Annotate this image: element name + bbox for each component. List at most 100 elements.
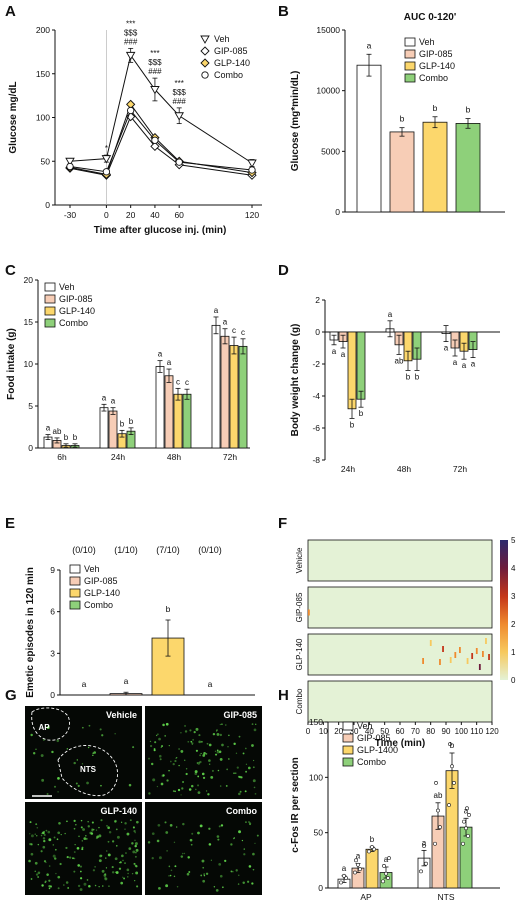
G-cfos-cell xyxy=(134,855,137,858)
D-group-letter: a xyxy=(341,350,346,359)
G-cfos-cell xyxy=(208,763,211,765)
G-cfos-cell xyxy=(235,869,238,872)
H-data-point xyxy=(462,819,466,824)
G-cfos-cell xyxy=(95,829,98,831)
F-colorbar-tick-label: 3 xyxy=(511,592,516,601)
G-cfos-cell xyxy=(181,852,184,855)
G-cfos-cell xyxy=(87,746,90,749)
A-x-tick-label: 40 xyxy=(150,210,160,220)
C-y-axis-label: Food intake (g) xyxy=(6,328,17,400)
G-cfos-cell xyxy=(30,852,34,856)
G-cfos-cell xyxy=(191,832,194,835)
D-group-letter: a xyxy=(453,358,458,367)
G-micrograph xyxy=(25,706,142,799)
G-cfos-cell xyxy=(41,778,45,782)
C-y-tick-label: 0 xyxy=(28,443,33,453)
B-bar xyxy=(356,64,382,213)
G-cfos-cell xyxy=(43,833,46,836)
G-cfos-cell xyxy=(111,866,114,869)
G-cfos-cell xyxy=(166,850,168,852)
C-y-tick-label: 10 xyxy=(24,359,34,369)
G-cfos-cell xyxy=(91,828,94,831)
G-cfos-cell xyxy=(247,880,250,883)
G-cfos-cell xyxy=(175,757,177,759)
E-group-letter: a xyxy=(124,676,129,686)
E-legend-swatch xyxy=(69,588,81,598)
G-cfos-cell xyxy=(221,723,223,725)
B-group-letter: b xyxy=(466,105,471,115)
G-cfos-cell xyxy=(197,831,200,835)
C-bar xyxy=(238,345,248,449)
G-cfos-cell xyxy=(103,874,107,877)
panel-label: F xyxy=(278,515,287,532)
G-cfos-cell xyxy=(210,859,213,861)
G-cfos-cell xyxy=(170,869,173,872)
B-legend-swatch xyxy=(404,73,416,83)
G-cfos-cell xyxy=(252,766,255,769)
F-x-axis-label: Time (min) xyxy=(375,738,425,749)
G-cfos-cell xyxy=(239,790,242,793)
A-legend-label: Combo xyxy=(214,70,243,80)
F-x-tick-label: 70 xyxy=(411,727,420,736)
G-cfos-cell xyxy=(127,876,129,878)
G-cfos-cell xyxy=(42,738,45,741)
G-cfos-cell xyxy=(82,828,85,831)
F-heatmap-row xyxy=(307,633,493,676)
G-cfos-cell xyxy=(248,821,250,823)
G-cfos-cell xyxy=(46,792,49,795)
A-y-axis-label: Glucose mg/dL xyxy=(8,81,19,153)
G-cfos-cell xyxy=(197,761,201,765)
H-bar xyxy=(365,848,379,889)
G-cfos-cell xyxy=(188,871,191,874)
B-legend-label: Veh xyxy=(419,37,435,47)
F-x-tick-label: 110 xyxy=(470,727,483,736)
G-cfos-cell xyxy=(164,821,167,824)
F-emetic-event xyxy=(485,638,487,644)
C-group-letter: a xyxy=(223,318,228,327)
C-group-letter: c xyxy=(176,377,180,386)
G-cfos-cell xyxy=(207,793,210,796)
C-bar xyxy=(173,393,183,449)
G-cfos-cell xyxy=(150,762,154,766)
D-y-tick-label: 0 xyxy=(315,327,320,337)
H-data-point xyxy=(424,861,428,866)
G-cfos-cell xyxy=(236,766,239,769)
F-emetic-event xyxy=(454,652,457,658)
B-y-axis-label: Glucose (mg*min/dL) xyxy=(290,71,301,172)
H-y-tick-label: 100 xyxy=(309,772,323,782)
A-legend-marker xyxy=(200,46,210,56)
G-cfos-cell xyxy=(77,864,81,867)
G-cfos-cell xyxy=(252,759,255,762)
G-cfos-cell xyxy=(132,746,135,749)
A-x-tick-label: 20 xyxy=(126,210,136,220)
F-x-tick-label: 60 xyxy=(396,727,405,736)
G-cfos-cell xyxy=(105,867,108,869)
H-group-letter: a xyxy=(356,852,361,861)
G-cfos-cell xyxy=(46,726,50,730)
G-cfos-cell xyxy=(178,764,180,767)
G-cfos-cell xyxy=(106,825,108,827)
E-ratio-label: (0/10) xyxy=(72,545,96,555)
G-cfos-cell xyxy=(237,883,240,885)
panel-label: C xyxy=(5,262,16,279)
E-ratio-label: (1/10) xyxy=(114,545,138,555)
E-legend-label: Veh xyxy=(84,564,100,574)
G-cfos-cell xyxy=(81,840,83,842)
G-cfos-cell xyxy=(180,732,182,734)
B-legend-label: GLP-140 xyxy=(419,61,455,71)
F-x-tick-label: 20 xyxy=(334,727,343,736)
G-cfos-cell xyxy=(136,885,139,888)
G-cfos-cell xyxy=(125,852,127,854)
panel-label: D xyxy=(278,262,289,279)
G-cfos-cell xyxy=(45,829,48,832)
G-cfos-cell xyxy=(157,823,161,827)
G-cfos-cell xyxy=(193,731,196,734)
E-y-tick-label: 0 xyxy=(50,690,55,700)
G-cfos-cell xyxy=(211,769,214,772)
G-cfos-cell xyxy=(156,839,160,843)
C-bar xyxy=(220,335,230,449)
A-point xyxy=(125,51,136,61)
G-cfos-cell xyxy=(48,887,51,890)
C-group-letter: a xyxy=(46,424,51,433)
G-cfos-cell xyxy=(218,750,222,754)
